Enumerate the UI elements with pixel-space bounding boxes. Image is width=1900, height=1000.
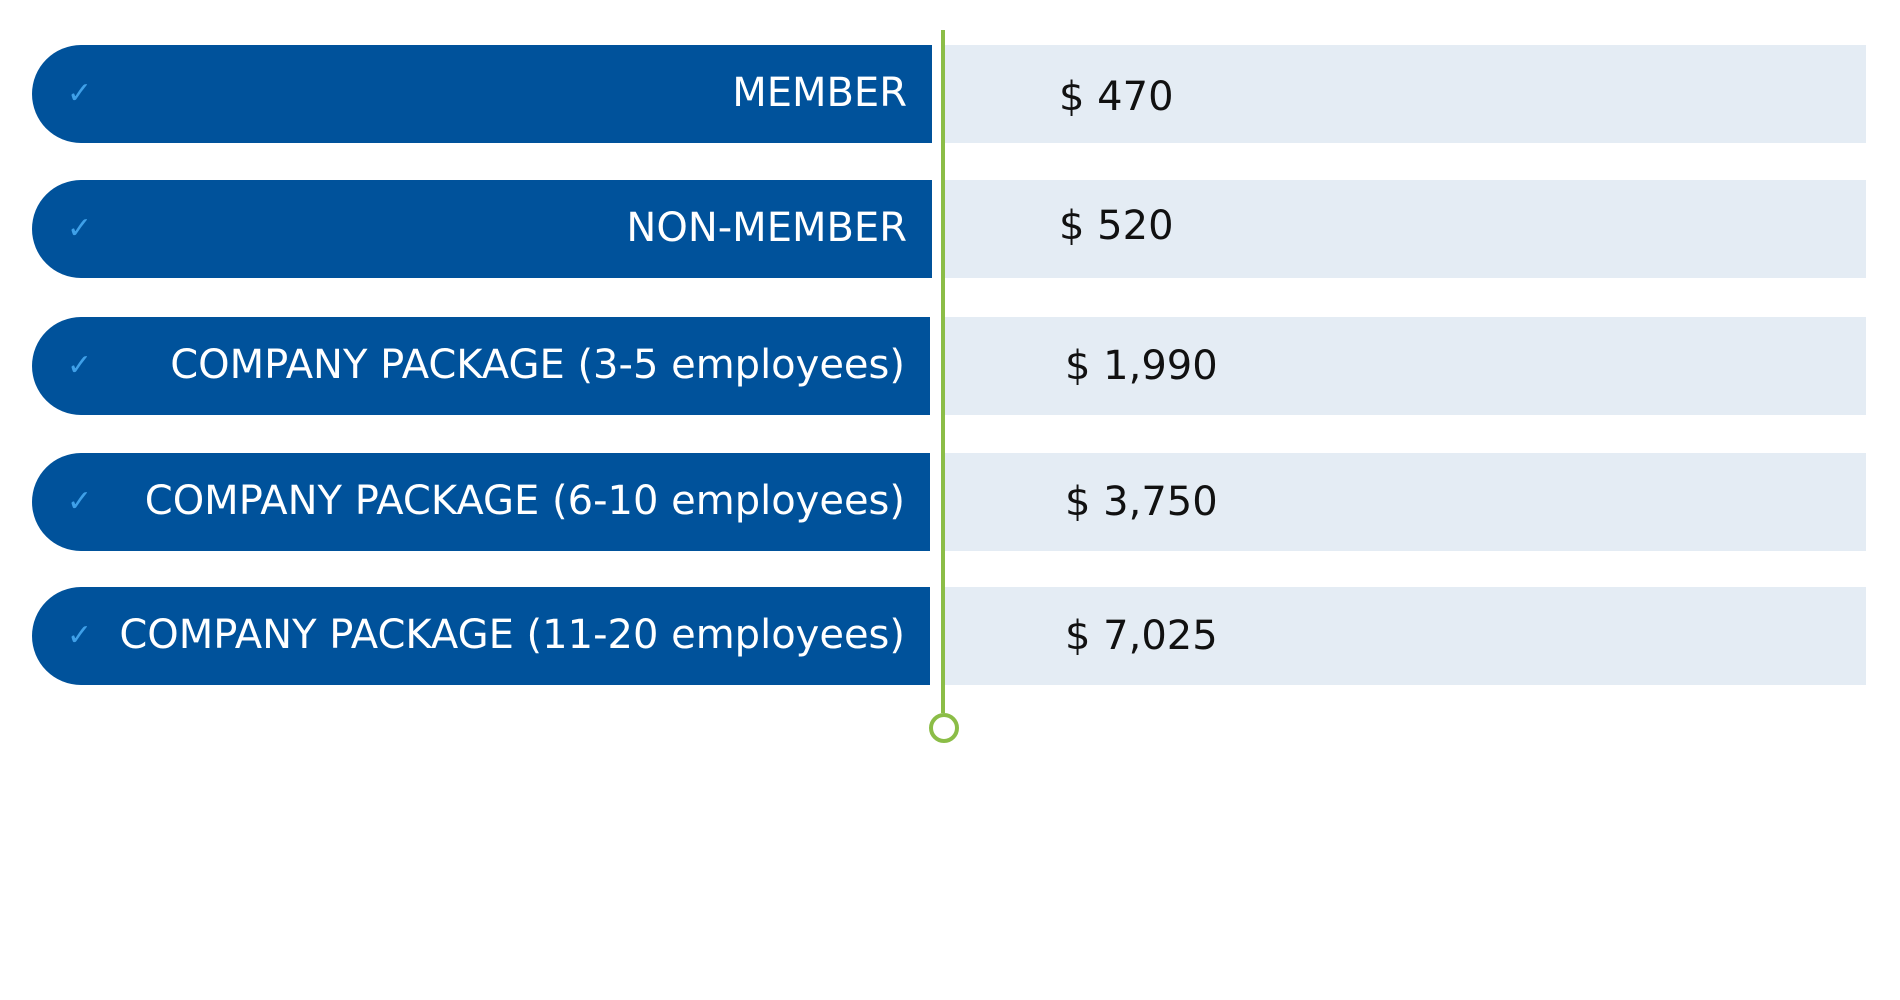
label-pill: ✓ MEMBER: [32, 45, 932, 143]
price-value: $ 470: [1059, 73, 1174, 120]
row-label: COMPANY PACKAGE (6-10 employees): [144, 478, 905, 525]
price-row-member: ✓ MEMBER $ 470: [32, 45, 1866, 143]
price-cell: $ 3,750: [944, 453, 1866, 551]
price-value: $ 520: [1059, 203, 1174, 250]
row-label: MEMBER: [732, 70, 907, 117]
divider-end-circle: [929, 713, 959, 743]
price-cell: $ 520: [944, 180, 1866, 278]
price-cell: $ 7,025: [944, 587, 1866, 685]
label-pill: ✓ COMPANY PACKAGE (3-5 employees): [32, 317, 930, 415]
check-icon: ✓: [67, 211, 93, 246]
price-row-company-3-5: ✓ COMPANY PACKAGE (3-5 employees) $ 1,99…: [32, 317, 1866, 415]
check-icon: ✓: [67, 348, 93, 383]
check-icon: ✓: [67, 484, 93, 519]
divider-line: [941, 30, 945, 713]
row-label: NON-MEMBER: [626, 205, 907, 252]
price-value: $ 1,990: [1065, 343, 1218, 389]
label-pill: ✓ COMPANY PACKAGE (11-20 employees): [32, 587, 930, 685]
check-icon: ✓: [67, 76, 93, 111]
row-label: COMPANY PACKAGE (11-20 employees): [119, 612, 905, 659]
price-value: $ 7,025: [1065, 613, 1218, 659]
label-pill: ✓ COMPANY PACKAGE (6-10 employees): [32, 453, 930, 551]
price-row-company-6-10: ✓ COMPANY PACKAGE (6-10 employees) $ 3,7…: [32, 453, 1866, 551]
row-label: COMPANY PACKAGE (3-5 employees): [170, 342, 905, 389]
price-row-company-11-20: ✓ COMPANY PACKAGE (11-20 employees) $ 7,…: [32, 587, 1866, 685]
check-icon: ✓: [67, 618, 93, 653]
label-pill: ✓ NON-MEMBER: [32, 180, 932, 278]
price-cell: $ 1,990: [944, 317, 1866, 415]
price-value: $ 3,750: [1065, 479, 1218, 525]
price-row-non-member: ✓ NON-MEMBER $ 520: [32, 180, 1866, 278]
price-cell: $ 470: [944, 45, 1866, 143]
